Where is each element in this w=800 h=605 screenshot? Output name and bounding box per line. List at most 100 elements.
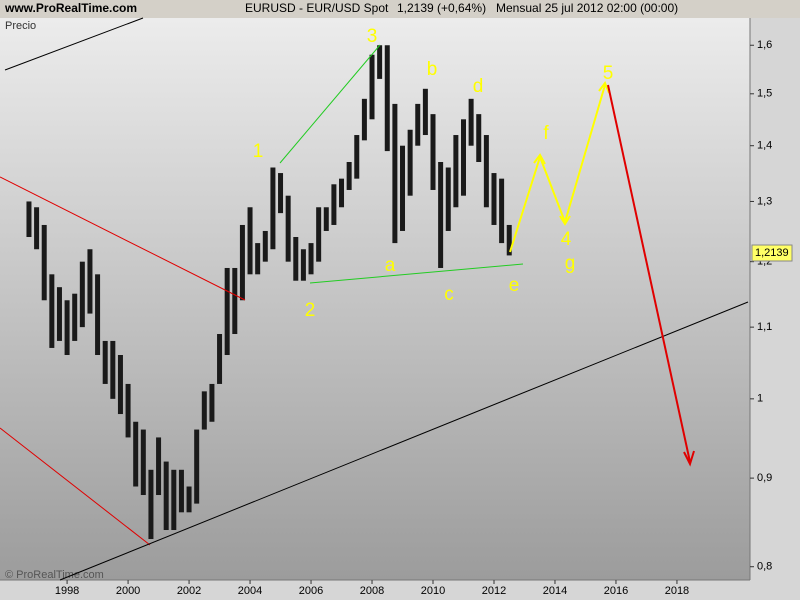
x-tick-label: 1998: [55, 585, 79, 597]
x-tick-label: 2000: [116, 585, 140, 597]
projection: [509, 84, 606, 253]
plot-area: [0, 18, 750, 580]
x-tick-label: 2002: [177, 585, 201, 597]
price-bar: [453, 135, 459, 208]
price-bar: [49, 274, 55, 348]
price-bar: [255, 243, 261, 275]
wave-label: 5: [603, 63, 614, 84]
trend-line: [0, 427, 151, 546]
price-bar: [316, 207, 322, 262]
y-tick-label: 0,8: [757, 561, 772, 573]
price-bar: [491, 173, 497, 225]
price-bar: [64, 300, 70, 356]
y-tick-label: 0,9: [757, 472, 772, 484]
price-bar: [171, 469, 177, 531]
price-bar: [415, 103, 421, 146]
instrument: EURUSD - EUR/USD Spot: [245, 1, 389, 15]
wave-label: 3: [367, 26, 378, 47]
x-tick-label: 2018: [665, 585, 689, 597]
price-bar: [293, 237, 299, 281]
y-tick-label: 1,6: [757, 39, 772, 51]
price-bar: [445, 167, 451, 231]
price-bar: [407, 129, 413, 196]
wave-label: a: [385, 255, 396, 276]
price-bar: [41, 224, 47, 301]
price-bar: [369, 54, 375, 120]
price-bar: [392, 103, 398, 244]
price-bars: [26, 45, 512, 540]
y-tick-label: 1,1: [757, 321, 772, 333]
price-bar: [361, 98, 367, 141]
price-bar: [156, 437, 162, 496]
price-bar: [102, 340, 108, 384]
price-bar: [26, 201, 32, 238]
price-bar: [460, 119, 466, 196]
price-bar: [72, 293, 78, 341]
price-bar: [339, 178, 345, 208]
price-bar: [247, 207, 253, 275]
price-bar: [422, 88, 428, 136]
x-tick-label: 2010: [421, 585, 445, 597]
price-bar: [201, 391, 207, 430]
wave-label: d: [473, 76, 484, 97]
price-bar: [224, 267, 230, 356]
price-bar: [384, 45, 390, 152]
quote: 1,2139 (+0,64%): [397, 1, 486, 15]
projection: [607, 84, 691, 463]
price-bar: [140, 429, 146, 496]
price-bar: [217, 334, 223, 384]
price-bar: [331, 184, 337, 225]
arrow-head: [683, 450, 695, 467]
header-bar: [0, 0, 800, 18]
arrow-head: [598, 80, 610, 94]
price-bar: [262, 230, 268, 262]
price-bar: [354, 135, 360, 179]
price-bar: [239, 224, 245, 301]
price-bar: [468, 98, 474, 146]
wave-label: g: [565, 253, 576, 274]
wave-label: b: [427, 59, 438, 80]
price-bar: [110, 340, 116, 399]
price-bar: [308, 243, 314, 275]
price-bar: [323, 207, 329, 231]
trend-line: [59, 301, 749, 581]
last-price-box: [751, 244, 793, 262]
wave-label: 1: [253, 141, 264, 162]
x-tick-label: 2008: [360, 585, 384, 597]
y-tick-label: 1,4: [757, 140, 772, 152]
price-bar: [194, 429, 200, 504]
wave-label: 2: [305, 300, 316, 321]
x-tick-label: 2006: [299, 585, 323, 597]
trend-line: [309, 263, 524, 284]
arrow-head: [533, 153, 546, 165]
x-tick-label: 2016: [604, 585, 628, 597]
price-bar: [163, 461, 169, 531]
price-bar: [438, 161, 444, 268]
price-bar: [178, 469, 184, 513]
price-bar: [232, 267, 238, 335]
arrow-head: [559, 215, 571, 226]
price-bar: [346, 161, 352, 190]
price-bar: [476, 114, 482, 162]
price-bar: [270, 167, 276, 250]
price-bar: [506, 224, 512, 256]
price-bar: [209, 383, 215, 422]
x-tick-label: 2004: [238, 585, 262, 597]
trend-line: [4, 17, 144, 71]
watermark: © ProRealTime.com: [5, 569, 104, 581]
price-bar: [87, 249, 93, 314]
price-bar: [186, 486, 192, 513]
price-bar: [278, 173, 284, 214]
y-tick-label: 1,5: [757, 88, 772, 100]
price-bar: [430, 114, 436, 190]
period: Mensual 25 jul 2012 02:00 (00:00): [496, 1, 678, 15]
price-bar: [400, 145, 406, 231]
price-bar: [56, 287, 62, 341]
price-bar: [499, 178, 505, 244]
wave-label: 4: [561, 229, 572, 250]
y-tick-label: 1: [757, 393, 763, 405]
x-tick-label: 2014: [543, 585, 567, 597]
drawings: [0, 17, 749, 581]
site: www.ProRealTime.com: [4, 1, 137, 15]
